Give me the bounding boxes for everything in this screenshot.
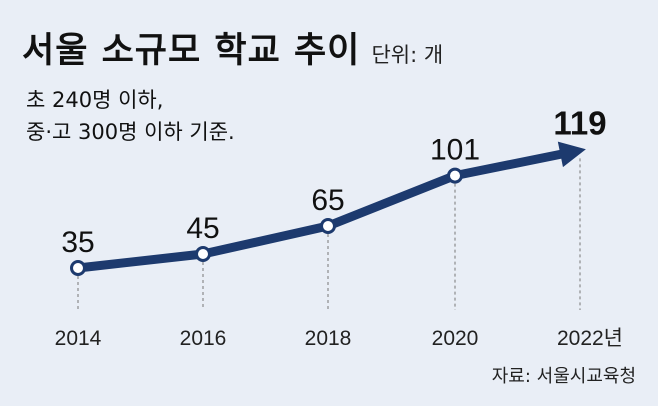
x-tick-label-4: 2022년	[557, 327, 623, 350]
title-row: 서울 소규모 학교 추이 단위: 개	[22, 22, 443, 73]
value-label-2020: 101	[430, 134, 480, 167]
x-tick-label-3: 2020	[432, 327, 479, 350]
criteria-line-1: 초 240명 이하,	[26, 88, 164, 112]
value-label-2022년: 119	[553, 104, 606, 141]
chart-title: 서울 소규모 학교 추이	[22, 31, 361, 71]
criteria-line-2: 중·고 300명 이하 기준.	[26, 120, 235, 144]
data-point-2018	[320, 218, 336, 234]
source-label: 자료: 서울시교육청	[491, 366, 636, 387]
value-label-2018: 65	[311, 184, 344, 217]
value-label-2014: 35	[61, 226, 94, 259]
value-label-2016: 45	[186, 212, 219, 245]
x-tick-label-1: 2016	[180, 327, 227, 350]
x-tick-label-0: 2014	[55, 327, 102, 350]
x-tick-label-2: 2018	[305, 327, 352, 350]
unit-label: 단위: 개	[371, 43, 444, 67]
arrow-head	[557, 141, 586, 168]
data-point-2020	[447, 167, 463, 184]
criteria-note: 초 240명 이하, 중·고 300명 이하 기준.	[26, 84, 235, 148]
data-point-2016	[195, 246, 211, 262]
data-point-2014	[70, 260, 86, 276]
